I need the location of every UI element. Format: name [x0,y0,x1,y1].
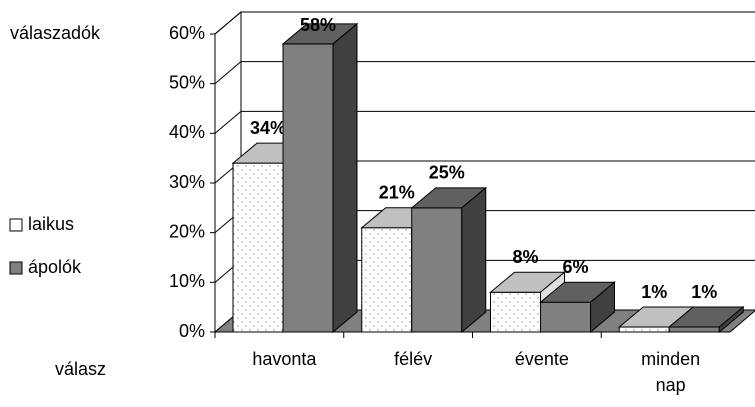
value-label: 1% [641,282,667,302]
x-tick-label: minden nap [641,349,701,395]
bar-front [618,326,670,333]
legend-label: laikus [28,214,74,234]
bar-front [411,207,463,333]
y-tick-label: 60% [169,23,205,43]
grid-line [214,11,755,35]
value-label: 1% [691,282,717,302]
y-tick-label: 0% [179,321,205,341]
y-axis-label: válaszadók [10,23,101,43]
y-tick-label: 30% [169,172,205,192]
bar-front [282,43,334,333]
x-axis-label: válasz [55,359,106,379]
value-label: 34% [250,118,286,138]
legend-label: ápolók [28,257,82,277]
bar-front [361,227,413,333]
x-tick-label: havonta [252,349,317,369]
value-label: 6% [562,257,588,277]
grid-line [214,110,755,134]
bar-side [332,22,358,334]
y-tick-label: 50% [169,72,205,92]
value-label: 25% [429,163,465,183]
x-tick-label: évente [514,349,569,369]
legend-swatch [9,261,23,275]
value-label: 8% [512,247,538,267]
y-tick-label: 40% [169,122,205,142]
bar-side [718,305,744,334]
grid-line [214,61,755,85]
value-label: 58% [300,15,336,35]
bar-front [490,291,541,333]
bar-side [590,281,615,334]
y-tick-label: 10% [169,271,205,291]
bar-front [232,162,284,333]
y-tick-label: 20% [169,221,205,241]
x-tick-label: félév [394,349,433,369]
bar-side [461,186,487,334]
value-label: 21% [379,182,415,202]
legend-swatch [9,218,23,232]
bar-front [668,326,720,333]
bar-front [540,301,591,333]
